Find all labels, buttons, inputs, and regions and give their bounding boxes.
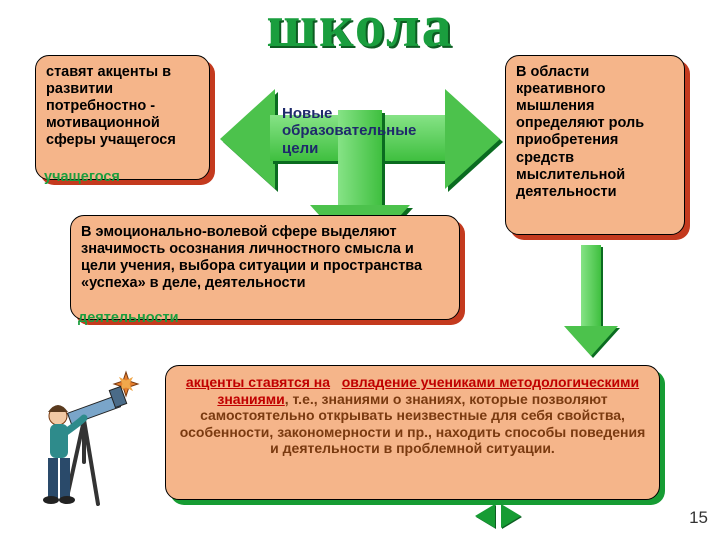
arrow-left-icon <box>220 89 275 189</box>
box-middle: В эмоционально-волевой сфере выделяют зн… <box>70 215 460 320</box>
clipart-telescope-person <box>40 370 150 520</box>
box-top-left: ставят акценты в развитии потребностно -… <box>35 55 210 180</box>
slide: { "title": "школа", "arrow_label": "Новы… <box>0 0 720 540</box>
box-top-right: В области креативного мышления определяю… <box>505 55 685 235</box>
arrow-right-icon <box>445 89 500 189</box>
box-bottom: акценты ставятся на овладение учениками … <box>165 365 660 500</box>
page-number: 15 <box>689 508 708 528</box>
ghost-text-2: деятельности <box>78 310 179 326</box>
small-arrow-stem <box>581 245 601 329</box>
arrow-label: Новые образовательные цели <box>282 105 442 157</box>
next-slide-button[interactable] <box>501 504 521 528</box>
ghost-text-1: учащегося <box>44 169 120 185</box>
slide-title: школа <box>266 0 453 61</box>
small-arrow-down-icon <box>564 326 618 356</box>
nav-controls <box>475 504 521 528</box>
bottom-accent-1: акценты ставятся на <box>186 374 330 390</box>
prev-slide-button[interactable] <box>475 504 495 528</box>
